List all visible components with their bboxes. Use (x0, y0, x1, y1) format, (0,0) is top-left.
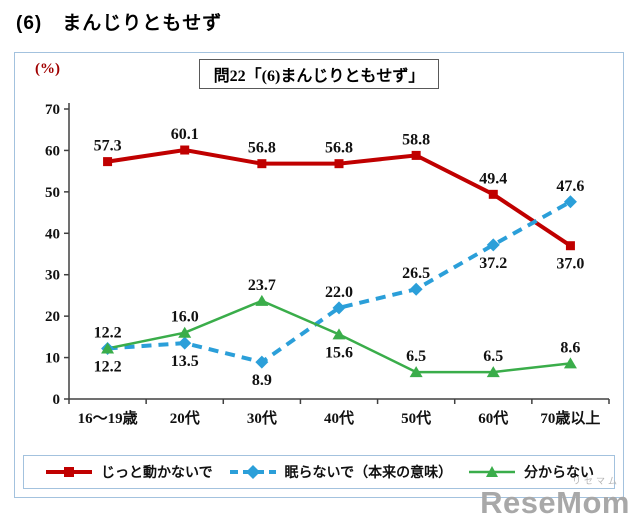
svg-text:30代: 30代 (247, 409, 277, 427)
legend-marker-diamond-icon (229, 465, 276, 479)
svg-text:70歳以上: 70歳以上 (540, 409, 600, 427)
legend-label: 眠らないで（本来の意味） (284, 466, 453, 481)
svg-text:56.8: 56.8 (325, 140, 353, 157)
line-chart: 0 10 20 30 40 50 60 70 16〜19歳 20代 30代 40代 50代 60代 70歳以… (17, 91, 623, 448)
chart-svg: 0 10 20 30 40 50 60 70 16〜19歳 20代 30代 40代 50代 60代 70歳以… (45, 102, 610, 427)
page-title: (6) まんじりともせず (16, 13, 223, 34)
svg-text:60.1: 60.1 (171, 126, 199, 143)
legend-item: 分からない (467, 462, 594, 482)
svg-text:16〜19歳: 16〜19歳 (78, 409, 138, 427)
chart-container: (%) 問22「(6)まんじりともせず」 0 10 20 30 40 50 60 70 16〜1… (14, 52, 624, 498)
legend-item: 眠らないで（本来の意味） (228, 462, 453, 482)
svg-text:50: 50 (45, 185, 60, 201)
svg-text:50代: 50代 (401, 409, 431, 427)
legend-item: じっと動かないで (44, 462, 213, 482)
svg-text:26.5: 26.5 (402, 265, 430, 282)
svg-text:60: 60 (45, 143, 60, 159)
svg-text:70: 70 (45, 102, 60, 118)
svg-text:49.4: 49.4 (479, 170, 507, 187)
svg-text:60代: 60代 (478, 409, 508, 427)
svg-text:40代: 40代 (324, 409, 354, 427)
svg-text:23.7: 23.7 (248, 277, 276, 294)
svg-text:10: 10 (45, 351, 60, 367)
svg-text:16.0: 16.0 (171, 309, 199, 326)
svg-text:6.5: 6.5 (406, 348, 426, 365)
watermark: リセマム ReseMom (480, 476, 630, 520)
svg-text:20: 20 (45, 309, 60, 325)
watermark-katakana: リセマム (571, 476, 620, 486)
svg-text:58.8: 58.8 (402, 131, 430, 148)
legend-label: じっと動かないで (101, 466, 213, 481)
svg-text:47.6: 47.6 (556, 178, 584, 195)
svg-text:37.2: 37.2 (479, 255, 507, 272)
legend-marker-square-icon (46, 467, 92, 477)
svg-text:56.8: 56.8 (248, 140, 276, 157)
svg-text:6.5: 6.5 (483, 348, 503, 365)
legend-label: 分からない (524, 466, 594, 481)
svg-text:40: 40 (45, 226, 60, 242)
watermark-logo: ReseMom (480, 485, 630, 520)
svg-text:13.5: 13.5 (171, 353, 199, 370)
svg-text:12.2: 12.2 (94, 324, 122, 341)
svg-text:57.3: 57.3 (94, 138, 122, 155)
svg-text:8.6: 8.6 (560, 339, 580, 356)
svg-text:12.2: 12.2 (94, 358, 122, 375)
chart-legend: じっと動かないで 眠らないで（本来の意味） 分からない (23, 455, 615, 489)
svg-text:0: 0 (53, 392, 61, 408)
svg-text:22.0: 22.0 (325, 284, 353, 301)
svg-text:37.0: 37.0 (556, 256, 584, 273)
legend-marker-triangle-icon (469, 466, 515, 477)
y-axis-unit-label: (%) (35, 61, 60, 77)
chart-title-wrap: 問22「(6)まんじりともせず」 (15, 59, 623, 89)
svg-text:30: 30 (45, 268, 60, 284)
svg-text:20代: 20代 (170, 409, 200, 427)
svg-text:15.6: 15.6 (325, 344, 353, 361)
svg-text:8.9: 8.9 (252, 372, 272, 389)
chart-title: 問22「(6)まんじりともせず」 (198, 59, 440, 89)
